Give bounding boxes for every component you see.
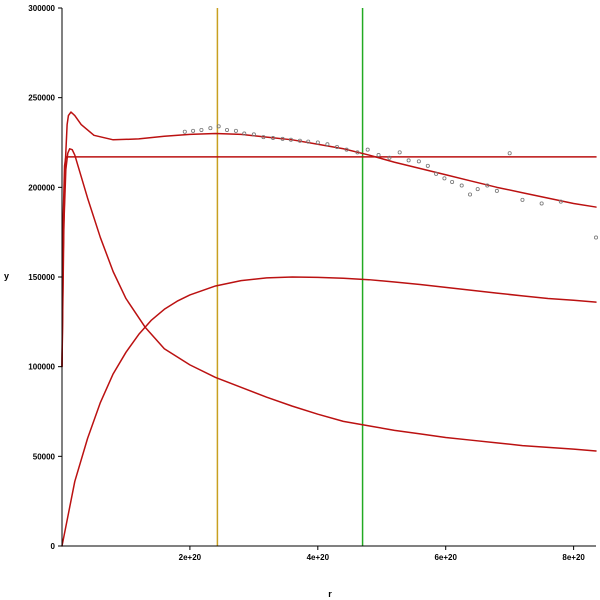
x-axis-label: r: [328, 589, 332, 599]
scatter-point: [459, 183, 464, 188]
series-line-total: [61, 111, 597, 368]
scatter-point: [594, 235, 599, 240]
scatter-point: [397, 150, 402, 155]
x-tick-label: 8e+20: [562, 553, 585, 562]
scatter-point: [261, 135, 266, 140]
x-tick-label: 6e+20: [434, 553, 457, 562]
x-tick-label: 4e+20: [307, 553, 330, 562]
y-tick-label: 100000: [28, 363, 55, 372]
scatter-point: [224, 127, 229, 132]
scatter-point: [450, 179, 455, 184]
scatter-point: [434, 171, 439, 176]
scatter-point: [520, 197, 525, 202]
scatter-point: [251, 132, 256, 137]
series-line-decreasing: [61, 148, 597, 452]
y-axis-label: y: [4, 271, 9, 281]
scatter-point: [297, 138, 302, 143]
scatter-point: [376, 153, 381, 158]
scatter-point: [288, 137, 293, 142]
scatter-point: [344, 147, 349, 152]
scatter-point: [387, 155, 392, 160]
y-tick-label: 250000: [28, 94, 55, 103]
axis-ticks: 0 50000 100000 150000 200000 250000 300000 2e+2…: [28, 4, 585, 562]
x-tick-label: 2e+20: [179, 553, 202, 562]
y-tick-label: 150000: [28, 273, 55, 282]
scatter-point: [558, 199, 563, 204]
scatter-point: [507, 151, 512, 156]
scatter-point: [271, 136, 276, 141]
scatter-point: [406, 158, 411, 163]
series-line-flat: [61, 156, 597, 368]
scatter-point: [208, 126, 213, 131]
scatter-point: [468, 192, 473, 197]
scatter-point: [365, 147, 370, 152]
scatter-point: [199, 127, 204, 132]
y-tick-label: 50000: [33, 452, 56, 461]
scatter-point: [242, 131, 247, 136]
scatter-point: [494, 188, 499, 193]
scatter-point: [416, 159, 421, 164]
scatter-point: [233, 128, 238, 133]
vertical-lines: [216, 8, 364, 546]
series-line-increasing: [61, 276, 597, 547]
scatter-point: [216, 124, 221, 129]
series-lines: [61, 111, 597, 547]
scatter-point: [191, 128, 196, 133]
y-tick-label: 0: [51, 542, 56, 551]
scatter-point: [539, 201, 544, 206]
y-tick-label: 200000: [28, 183, 55, 192]
y-tick-label: 300000: [28, 4, 55, 13]
scatter-point: [485, 183, 490, 188]
scatter-point: [315, 140, 320, 145]
scatter-point: [334, 144, 339, 149]
scatter-point: [306, 139, 311, 144]
scatter-point: [280, 136, 285, 141]
scatter-point: [355, 150, 360, 155]
scatter-point: [475, 187, 480, 192]
scatter-points: [182, 124, 599, 240]
scatter-point: [182, 129, 187, 134]
scatter-point: [442, 176, 447, 181]
scatter-point: [425, 163, 430, 168]
scatter-point: [325, 142, 330, 147]
